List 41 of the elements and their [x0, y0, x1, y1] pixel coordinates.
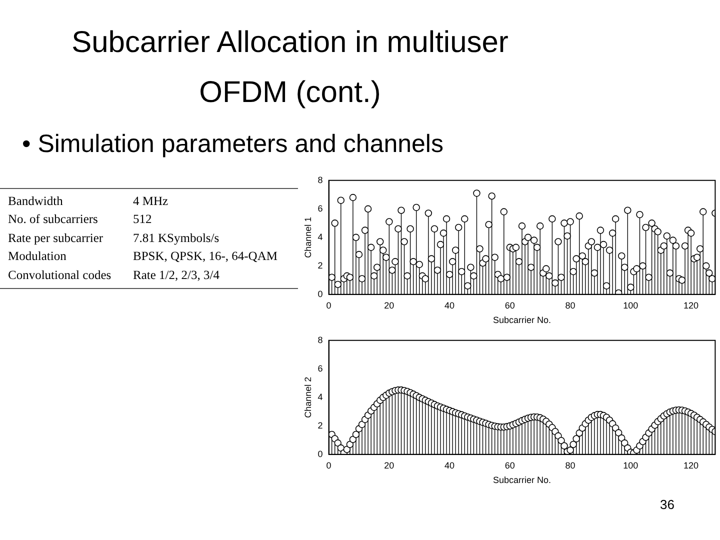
x-tick-label: 80 — [565, 460, 576, 470]
x-axis-title: Subcarrier No. — [492, 475, 552, 486]
text: Convolutional codes — [7, 268, 112, 283]
text: 36 — [660, 497, 674, 512]
text: Rate 1/2, 2/3, 3/4 — [133, 268, 220, 283]
y-axis-title: Channel 1 — [302, 216, 313, 258]
x-tick-label: 120 — [684, 300, 699, 310]
x-tick-label: 20 — [384, 300, 394, 310]
x-tick-label: 60 — [504, 460, 515, 470]
x-tick-label: 0 — [326, 300, 332, 310]
y-tick-label: 4 — [318, 392, 323, 402]
text: 4 MHz — [133, 194, 168, 209]
x-tick-label: 120 — [684, 460, 699, 470]
text: No. of subcarriers — [7, 212, 99, 228]
y-tick-label: 2 — [318, 260, 323, 270]
x-tick-label: 100 — [623, 460, 638, 470]
y-tick-label: 2 — [318, 420, 323, 430]
x-tick-label: 40 — [444, 460, 455, 470]
x-tick-label: 20 — [384, 460, 394, 470]
x-tick-label: 80 — [565, 300, 576, 310]
text: Bandwidth — [7, 194, 64, 209]
text: Rate per subcarrier — [7, 230, 104, 246]
text: 512 — [133, 212, 152, 228]
y-axis-title: Channel 2 — [302, 376, 313, 418]
y-tick-label: 8 — [318, 334, 323, 345]
y-tick-label: 0 — [318, 448, 323, 459]
text: Modulation — [7, 249, 68, 264]
y-tick-label: 6 — [318, 363, 323, 374]
y-tick-label: 0 — [318, 288, 323, 299]
y-tick-label: 4 — [318, 232, 323, 242]
y-tick-label: 6 — [318, 203, 323, 214]
text: Subcarrier Allocation in multiuser OFDM (cont.) — [70, 25, 510, 111]
x-tick-label: 0 — [326, 460, 332, 470]
x-tick-label: 40 — [444, 300, 455, 310]
x-axis-title: Subcarrier No. — [492, 315, 552, 326]
text: 7.81 KSymbols/s — [133, 230, 220, 246]
x-tick-label: 60 — [504, 300, 515, 310]
text: BPSK, QPSK, 16-, 64-QAM — [133, 249, 278, 264]
x-tick-label: 100 — [623, 300, 638, 310]
y-tick-label: 8 — [318, 174, 323, 185]
text: • Simulation parameters and channels — [22, 130, 444, 159]
